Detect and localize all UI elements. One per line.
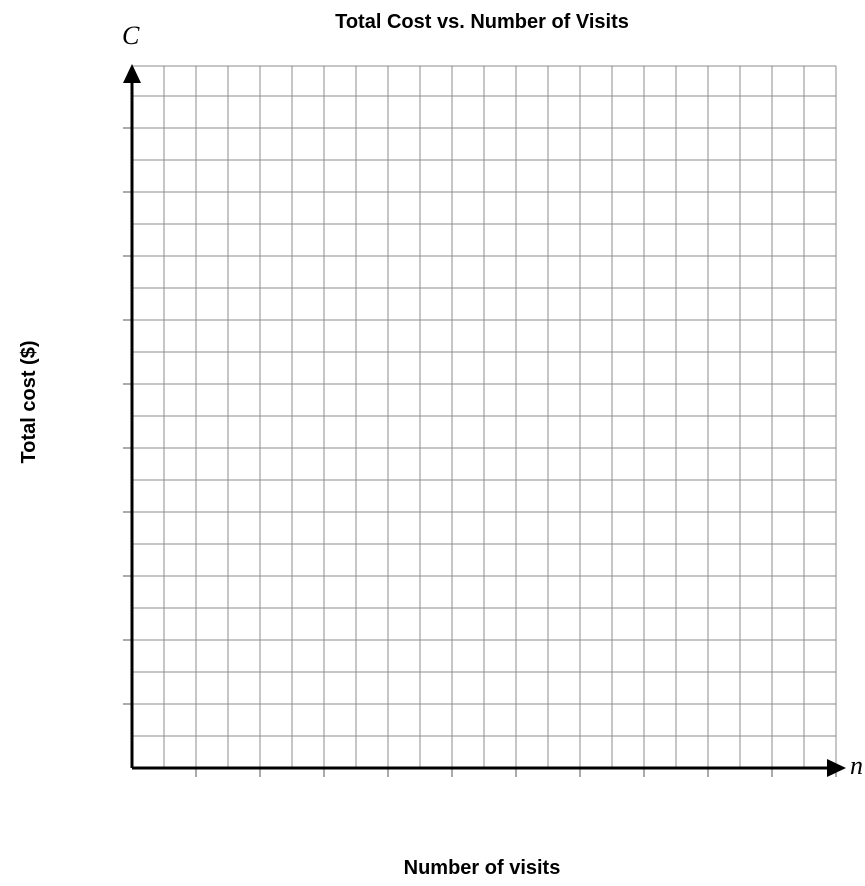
y-axis-title: Total cost ($) — [18, 341, 40, 464]
axis-ticks — [123, 127, 837, 777]
y-axis-arrow — [123, 64, 141, 83]
x-axis-arrow — [827, 759, 846, 777]
y-axis-variable: C — [122, 21, 140, 50]
chart-title: Total Cost vs. Number of Visits — [335, 11, 629, 33]
grid — [132, 65, 837, 768]
x-axis-variable: n — [850, 751, 863, 780]
x-axis-title: Number of visits — [404, 857, 561, 879]
